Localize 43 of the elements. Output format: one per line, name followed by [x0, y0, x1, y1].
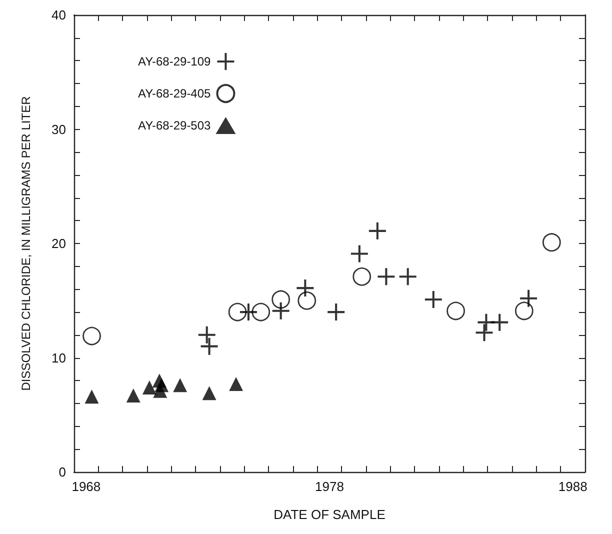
- point: [272, 302, 290, 320]
- x-tick-label: 1968: [72, 479, 101, 494]
- point: [142, 380, 156, 394]
- point: [200, 338, 218, 355]
- point: [352, 267, 372, 286]
- point: [84, 390, 99, 404]
- legend-label: AY-68-29-405: [138, 86, 212, 100]
- point: [350, 245, 368, 262]
- point: [368, 222, 386, 240]
- point: [476, 324, 493, 342]
- y-tick-label: 40: [52, 8, 66, 22]
- y-tick-label: 20: [52, 236, 66, 251]
- legend-label: AY-68-29-109: [138, 54, 212, 68]
- point: [82, 326, 101, 346]
- y-axis-title: DISSOLVED CHLORIDE, IN MILLIGRAMS PER LITER: [19, 96, 33, 391]
- legend-label: AY-68-29-503: [138, 118, 212, 132]
- point: [229, 377, 244, 392]
- point: [514, 302, 534, 320]
- point: [520, 290, 538, 307]
- point: [202, 386, 216, 400]
- y-tick-label: 10: [52, 350, 66, 366]
- point: [272, 290, 290, 309]
- point: [298, 291, 316, 310]
- point: [328, 304, 345, 321]
- point: [240, 304, 257, 321]
- y-tick-label: 0: [58, 464, 66, 480]
- y-tick-label: 30: [52, 122, 66, 137]
- point: [446, 302, 465, 320]
- point: [378, 268, 395, 286]
- x-tick-label: 1978: [315, 479, 344, 494]
- point: [198, 326, 216, 344]
- x-tick-label: 1988: [558, 479, 588, 494]
- point: [154, 378, 169, 392]
- x-axis-title: DATE OF SAMPLE: [274, 507, 386, 522]
- point: [126, 388, 140, 402]
- point: [173, 378, 188, 392]
- point: [252, 302, 270, 322]
- point: [424, 290, 442, 308]
- point: [542, 233, 561, 252]
- point: [296, 280, 314, 297]
- point: [399, 268, 416, 286]
- point: [491, 314, 508, 331]
- point: [228, 302, 247, 322]
